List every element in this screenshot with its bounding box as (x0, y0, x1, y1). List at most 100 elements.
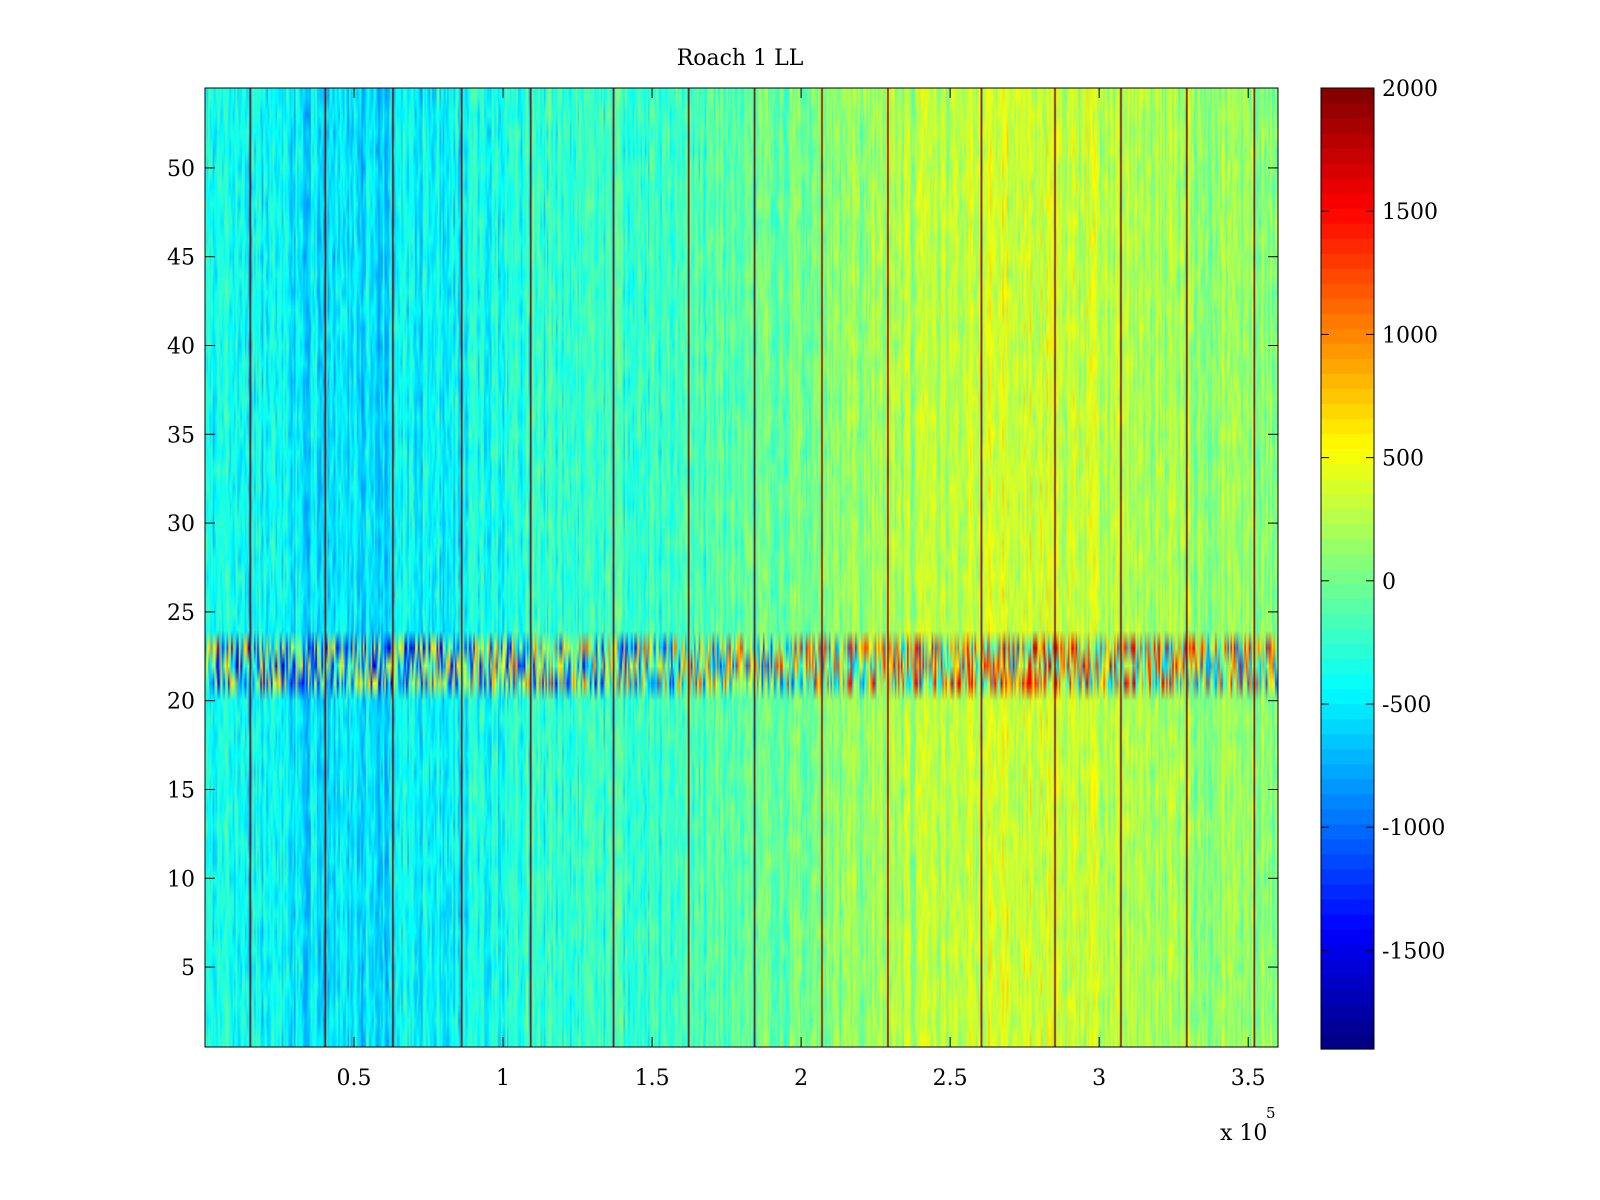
y-tick-label: 20 (167, 690, 195, 715)
y-axis: 5 10 15 20 25 30 35 40 45 50 (167, 157, 1278, 981)
colorbar-band (1321, 283, 1374, 299)
colorbar-band (1321, 808, 1374, 825)
colorbar-band (1321, 493, 1374, 510)
colorbar-band (1321, 448, 1374, 464)
colorbar-band (1321, 523, 1374, 540)
colorbar-band (1321, 508, 1374, 525)
y-tick-label: 50 (167, 157, 195, 182)
colorbar-tick-label: -500 (1382, 693, 1431, 718)
colorbar-tick-label: 1500 (1382, 200, 1438, 225)
colorbar-band (1321, 553, 1374, 570)
x-axis-exponent-base: x 10 (1220, 1121, 1267, 1146)
colorbar-band (1321, 1033, 1374, 1050)
y-tick-label: 25 (167, 601, 195, 626)
colorbar-band (1321, 583, 1374, 600)
colorbar-band (1321, 118, 1374, 134)
colorbar-band (1321, 163, 1374, 179)
colorbar-band (1321, 898, 1374, 915)
colorbar-band (1321, 658, 1374, 675)
colorbar-band (1321, 838, 1374, 855)
colorbar-band (1321, 133, 1374, 149)
x-axis-exponent-power: 5 (1266, 1104, 1276, 1122)
x-axis: 0.5 1 1.5 2 2.5 3 3.5 (337, 88, 1266, 1091)
colorbar-tick-label: 0 (1382, 570, 1396, 595)
plot-frame (204, 87, 1279, 1048)
heatmap-image (205, 88, 1278, 1047)
colorbar-band (1321, 418, 1374, 434)
colorbar-band (1321, 403, 1374, 419)
x-tick-label: 3.5 (1231, 1066, 1266, 1091)
colorbar-band (1321, 943, 1374, 960)
colorbar-tick-label: -1000 (1382, 816, 1445, 841)
x-axis-exponent: x 10 (1220, 1121, 1267, 1146)
colorbar-band (1321, 958, 1374, 975)
colorbar-band (1321, 223, 1374, 239)
colorbar-band (1321, 388, 1374, 404)
colorbar-band (1321, 343, 1374, 359)
colorbar-frame (1320, 87, 1375, 1050)
colorbar-band (1321, 688, 1374, 705)
colorbar-band (1321, 178, 1374, 194)
colorbar-band (1321, 673, 1374, 690)
colorbar-band (1321, 1003, 1374, 1020)
y-tick-label: 5 (181, 956, 195, 981)
colorbar-band (1321, 538, 1374, 555)
colorbar-band (1321, 373, 1374, 389)
colorbar-band (1321, 268, 1374, 284)
heatmap-plot-area (204, 87, 1279, 1048)
colorbar-band (1321, 1018, 1374, 1035)
colorbar-band (1321, 193, 1374, 209)
colorbar-bands (1321, 88, 1374, 1050)
y-tick-label: 45 (167, 246, 195, 271)
colorbar-band (1321, 868, 1374, 885)
colorbar-band (1321, 643, 1374, 660)
colorbar-band (1321, 88, 1374, 104)
colorbar-band (1321, 718, 1374, 735)
x-tick-label: 0.5 (337, 1066, 372, 1091)
colorbar-band (1321, 253, 1374, 269)
colorbar-band (1321, 598, 1374, 615)
colorbar-band (1321, 703, 1374, 720)
colorbar-tick-label: 1000 (1382, 323, 1438, 348)
y-tick-label: 30 (167, 512, 195, 537)
colorbar-tick-label: 500 (1382, 447, 1424, 472)
colorbar-band (1321, 613, 1374, 630)
colorbar-band (1321, 928, 1374, 945)
colorbar-band (1321, 298, 1374, 314)
colorbar-band (1321, 238, 1374, 254)
x-tick-label: 1 (496, 1066, 510, 1091)
colorbar-band (1321, 778, 1374, 795)
colorbar-band (1321, 328, 1374, 344)
colorbar-ticks: 2000 1500 1000 500 0 -500 -1000 -1500 (1321, 77, 1445, 964)
x-tick-label: 3 (1092, 1066, 1106, 1091)
chart-title: Roach 1 LL (677, 46, 804, 71)
x-tick-label: 2 (794, 1066, 808, 1091)
x-tick-label: 1.5 (635, 1066, 670, 1091)
y-tick-label: 15 (167, 778, 195, 803)
colorbar-band (1321, 103, 1374, 119)
colorbar-tick-label: 2000 (1382, 77, 1438, 102)
colorbar-band (1321, 358, 1374, 374)
y-tick-label: 40 (167, 335, 195, 360)
x-tick-label: 2.5 (933, 1066, 968, 1091)
colorbar-band (1321, 568, 1374, 585)
colorbar-band (1321, 313, 1374, 329)
colorbar-band (1321, 988, 1374, 1005)
colorbar-band (1321, 463, 1374, 480)
colorbar-band (1321, 853, 1374, 870)
colorbar-band (1321, 733, 1374, 750)
colorbar-band (1321, 748, 1374, 765)
colorbar-band (1321, 793, 1374, 810)
colorbar-band (1321, 913, 1374, 930)
colorbar-band (1321, 763, 1374, 780)
colorbar-band (1321, 148, 1374, 164)
colorbar-band (1321, 478, 1374, 495)
colorbar: 2000 1500 1000 500 0 -500 -1000 -1500 (1320, 77, 1445, 1050)
colorbar-band (1321, 208, 1374, 224)
colorbar-band (1321, 973, 1374, 990)
colorbar-band (1321, 433, 1374, 449)
colorbar-band (1321, 883, 1374, 900)
y-tick-label: 35 (167, 423, 195, 448)
colorbar-band (1321, 823, 1374, 840)
colorbar-band (1321, 628, 1374, 645)
